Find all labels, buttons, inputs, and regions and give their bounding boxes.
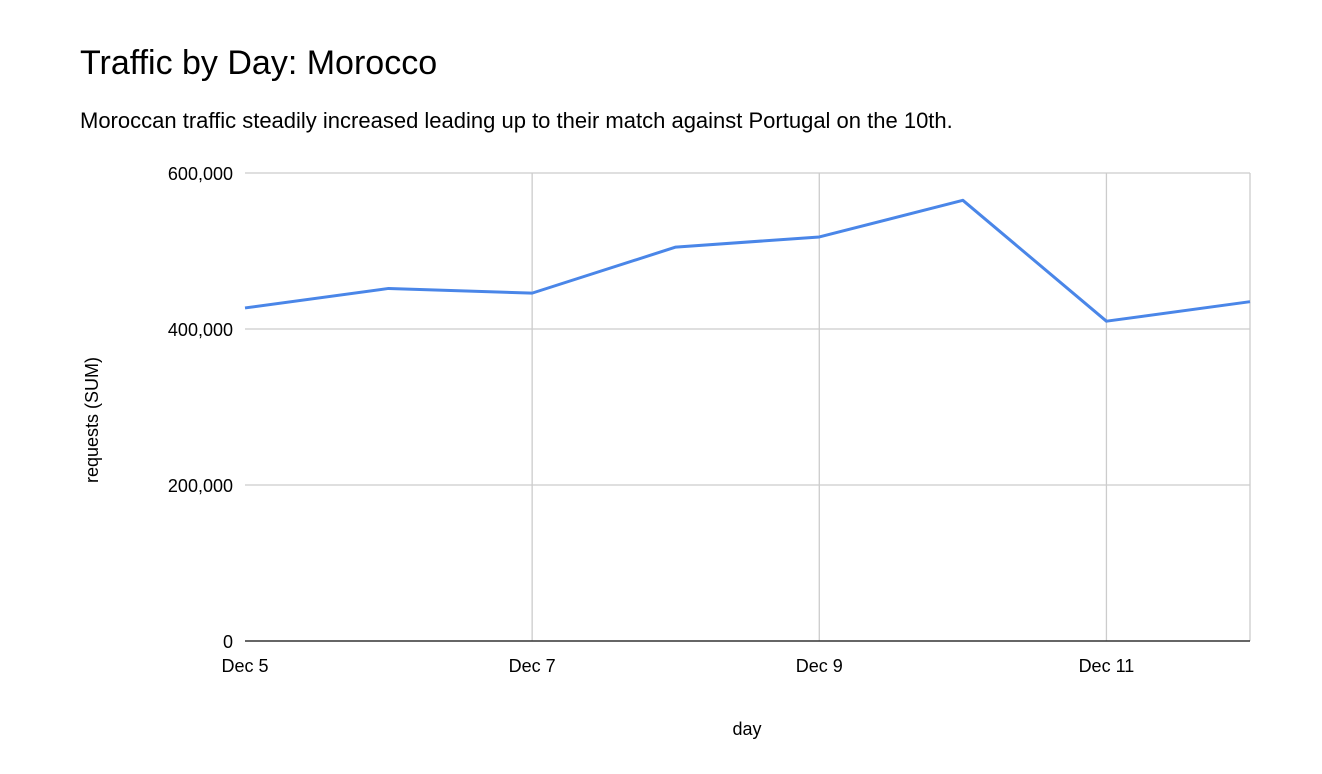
y-axis-label: requests (SUM) bbox=[82, 357, 102, 483]
y-tick-label: 0 bbox=[223, 632, 233, 652]
chart-subtitle: Moroccan traffic steadily increased lead… bbox=[80, 108, 953, 133]
y-tick-label: 400,000 bbox=[168, 320, 233, 340]
x-tick-labels: Dec 5 Dec 7 Dec 9 Dec 11 bbox=[221, 656, 1134, 676]
series-line bbox=[244, 198, 1251, 323]
y-tick-labels: 0 200,000 400,000 600,000 bbox=[168, 164, 233, 652]
x-tick-label: Dec 5 bbox=[221, 656, 268, 676]
y-tick-label: 200,000 bbox=[168, 476, 233, 496]
x-tick-label: Dec 9 bbox=[796, 656, 843, 676]
x-tick-label: Dec 7 bbox=[509, 656, 556, 676]
x-tick-label: Dec 11 bbox=[1079, 656, 1135, 676]
x-axis-label: day bbox=[732, 719, 761, 739]
series bbox=[244, 198, 1251, 323]
chart-title: Traffic by Day: Morocco bbox=[80, 44, 438, 82]
y-tick-label: 600,000 bbox=[168, 164, 233, 184]
gridlines bbox=[245, 172, 1251, 642]
